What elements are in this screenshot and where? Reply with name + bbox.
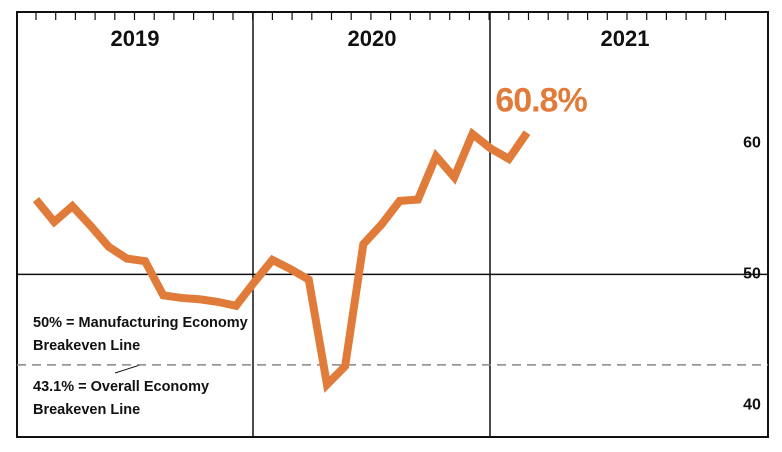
month-ticks: [35, 12, 727, 20]
y-tick-label: 50: [743, 266, 761, 283]
leader-line: [114, 364, 141, 374]
reference-label: 43.1% = Overall Economy: [33, 379, 209, 395]
section-label: 2020: [348, 26, 397, 51]
reference-label: Breakeven Line: [33, 402, 140, 418]
data-line: [32, 127, 531, 393]
reference-label: Breakeven Line: [33, 338, 140, 354]
y-tick-label: 60: [743, 134, 761, 151]
frame: [16, 11, 769, 438]
section-label: 2019: [111, 26, 160, 51]
reference-label: 50% = Manufacturing Economy: [33, 315, 248, 331]
section-label: 2021: [601, 26, 650, 51]
y-tick-label: 40: [743, 397, 761, 414]
value-label: 60.8%: [495, 82, 587, 120]
